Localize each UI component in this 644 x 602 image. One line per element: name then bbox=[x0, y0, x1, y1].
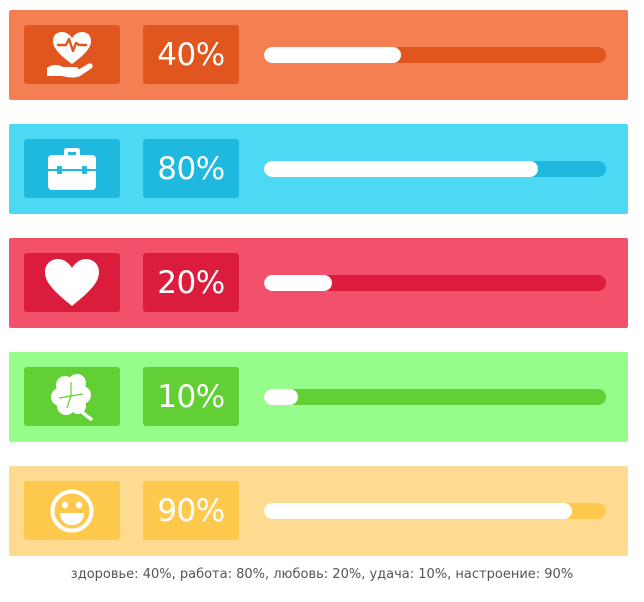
love-icon-box bbox=[24, 253, 120, 312]
work-icon-box bbox=[24, 139, 120, 198]
mood-icon-box bbox=[24, 481, 120, 540]
progress-bar bbox=[264, 503, 606, 519]
stats-list: 40% 80% 20% bbox=[9, 10, 628, 556]
heart-icon bbox=[45, 258, 99, 306]
progress-bar-fill bbox=[264, 389, 299, 405]
progress-bar-fill bbox=[264, 161, 538, 177]
percent-badge: 90% bbox=[143, 481, 239, 540]
progress-bar-fill bbox=[264, 47, 401, 63]
clover-icon bbox=[51, 373, 93, 421]
heart-hand-icon bbox=[47, 31, 93, 77]
progress-bar bbox=[264, 47, 606, 63]
percent-badge: 80% bbox=[143, 139, 239, 198]
stat-row-work: 80% bbox=[9, 124, 628, 214]
percent-badge: 40% bbox=[143, 25, 239, 84]
progress-bar bbox=[264, 389, 606, 405]
summary-caption: здоровье: 40%, работа: 80%, любовь: 20%,… bbox=[70, 567, 574, 582]
stat-row-luck: 10% bbox=[9, 352, 628, 442]
progress-bar bbox=[264, 161, 606, 177]
health-icon-box bbox=[24, 25, 120, 84]
progress-bar-fill bbox=[264, 503, 572, 519]
stat-row-mood: 90% bbox=[9, 466, 628, 556]
percent-badge: 10% bbox=[143, 367, 239, 426]
smiley-icon bbox=[50, 489, 94, 532]
luck-icon-box bbox=[24, 367, 120, 426]
briefcase-icon bbox=[48, 147, 96, 190]
stat-row-love: 20% bbox=[9, 238, 628, 328]
progress-bar bbox=[264, 275, 606, 291]
progress-bar-fill bbox=[264, 275, 333, 291]
percent-badge: 20% bbox=[143, 253, 239, 312]
stat-row-health: 40% bbox=[9, 10, 628, 100]
